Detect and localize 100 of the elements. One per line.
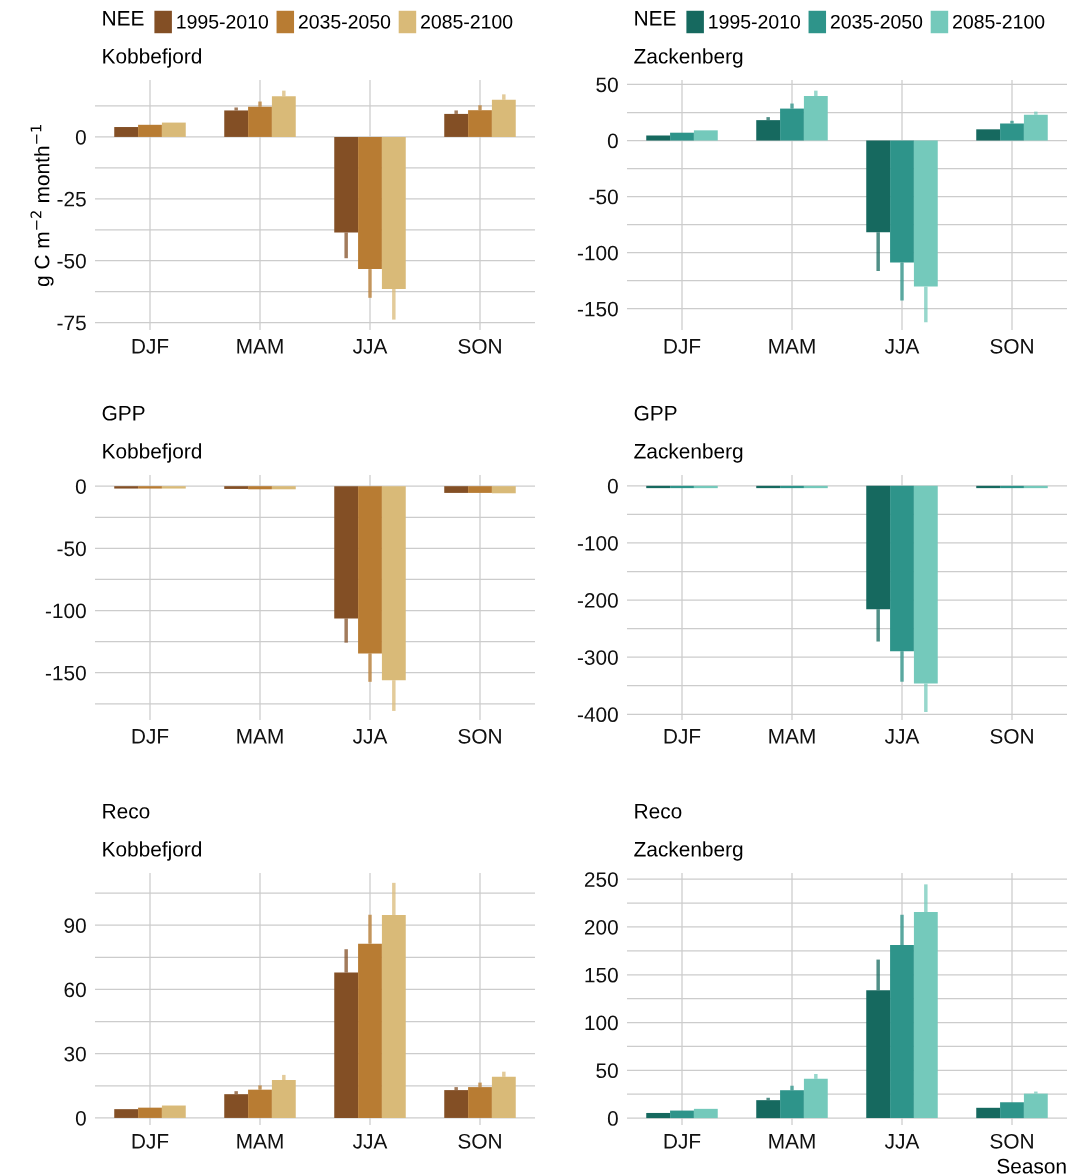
x-tick-label: MAM: [769, 339, 815, 354]
x-tick-label: SON: [990, 1133, 1033, 1149]
y-tick-label: 0: [75, 479, 86, 494]
x-tick-label: JJA: [352, 1134, 388, 1149]
x-tick-label: MAM: [769, 1134, 815, 1149]
y-tick-label: -100: [577, 535, 618, 551]
bar: [976, 1107, 1001, 1119]
bar: [114, 1109, 139, 1118]
bar: [780, 1090, 804, 1119]
chart-subtitle: Kobbefjord: [103, 48, 202, 68]
bar: [803, 1078, 828, 1119]
x-tick-label: JJA: [884, 339, 920, 354]
bar: [444, 113, 469, 137]
chart-title: GPP: [102, 405, 145, 421]
y-tick-label: 0: [607, 133, 618, 149]
chart-subtitle: Kobbefjord: [103, 443, 202, 463]
legend-label: 2035-2050: [830, 14, 923, 29]
y-tick-label: 0: [75, 129, 86, 145]
x-tick-label: SON: [458, 728, 501, 744]
bar: [646, 135, 671, 141]
bar: [976, 129, 1001, 141]
y-tick-label: -50: [57, 253, 86, 269]
y-tick-label: 150: [585, 967, 618, 983]
chart-subtitle: Kobbefjord: [103, 841, 202, 861]
x-tick-label: SON: [990, 728, 1033, 744]
x-tick-label: JJA: [884, 1134, 920, 1149]
y-tick-label: -75: [57, 315, 86, 331]
legend-label: 2035-2050: [298, 14, 391, 29]
bar: [224, 110, 249, 137]
chart-title: Reco: [103, 804, 150, 819]
bar: [693, 130, 718, 141]
bar: [1023, 1093, 1048, 1119]
y-tick-label: -50: [589, 189, 618, 205]
y-tick-label: -100: [577, 245, 618, 261]
bar: [756, 120, 781, 141]
legend-label: 2085-2100: [421, 14, 513, 29]
x-tick-label: MAM: [769, 729, 815, 744]
bar: [468, 1087, 492, 1118]
bar: [756, 1100, 781, 1119]
bar: [114, 127, 139, 137]
bar: [780, 108, 804, 141]
chart-title: NEE: [103, 11, 144, 26]
y-tick-label: 50: [596, 1063, 618, 1079]
chart-title: GPP: [634, 405, 677, 421]
y-tick-label: 0: [607, 1111, 618, 1126]
y-tick-label: -150: [45, 665, 86, 681]
x-tick-label: DJF: [132, 339, 169, 354]
bar: [646, 1112, 671, 1119]
bar: [670, 132, 694, 141]
y-axis-title: g C m$^{−2}$ month$^{−1}$: [30, 125, 54, 287]
x-axis-title: Season: [997, 1158, 1066, 1174]
x-tick-label: DJF: [664, 339, 701, 354]
y-tick-label: -200: [577, 593, 618, 608]
x-tick-label: MAM: [237, 729, 283, 744]
chart-title: NEE: [635, 11, 676, 26]
x-tick-label: JJA: [884, 729, 920, 744]
bar: [224, 1094, 249, 1118]
chart-subtitle: Zackenberg: [634, 443, 743, 463]
bar: [693, 1108, 718, 1119]
bar: [670, 1110, 694, 1119]
y-tick-label: 90: [64, 918, 86, 933]
bar: [138, 1107, 162, 1118]
x-tick-label: DJF: [664, 729, 701, 744]
bar: [1000, 123, 1024, 141]
x-tick-label: JJA: [352, 339, 388, 354]
x-tick-label: MAM: [237, 1134, 283, 1149]
x-tick-label: SON: [990, 338, 1033, 354]
y-tick-label: 100: [585, 1015, 618, 1031]
bar: [161, 122, 186, 137]
y-tick-label: -150: [577, 301, 618, 317]
y-tick-label: 250: [584, 872, 618, 887]
x-tick-label: SON: [458, 338, 501, 354]
bar: [444, 1090, 469, 1118]
y-tick-label: 30: [64, 1046, 86, 1062]
legend-label: 1995-2010: [177, 14, 269, 29]
bar: [248, 106, 272, 137]
bar: [1000, 1102, 1024, 1119]
y-tick-label: -300: [577, 650, 618, 665]
bar: [1023, 114, 1048, 141]
y-tick-label: -25: [57, 191, 86, 207]
bar: [161, 1105, 186, 1118]
x-tick-label: MAM: [237, 339, 283, 354]
x-tick-label: DJF: [132, 1134, 169, 1149]
x-tick-label: JJA: [352, 729, 388, 744]
chart-subtitle: Zackenberg: [634, 48, 743, 68]
bar: [138, 124, 162, 137]
y-tick-label: -400: [577, 707, 618, 723]
x-tick-label: DJF: [132, 729, 169, 744]
legend-label: 2085-2100: [953, 14, 1045, 29]
bar: [248, 1089, 272, 1118]
y-tick-label: 60: [64, 982, 86, 998]
x-tick-label: SON: [458, 1133, 501, 1149]
chart-title: Reco: [635, 804, 682, 819]
legend-label: 1995-2010: [709, 14, 801, 29]
bar: [491, 1076, 516, 1118]
chart-subtitle: Zackenberg: [634, 841, 743, 861]
x-tick-label: DJF: [664, 1134, 701, 1149]
y-tick-label: -100: [45, 603, 86, 619]
y-tick-label: 0: [607, 478, 618, 494]
y-tick-label: 50: [596, 77, 618, 93]
